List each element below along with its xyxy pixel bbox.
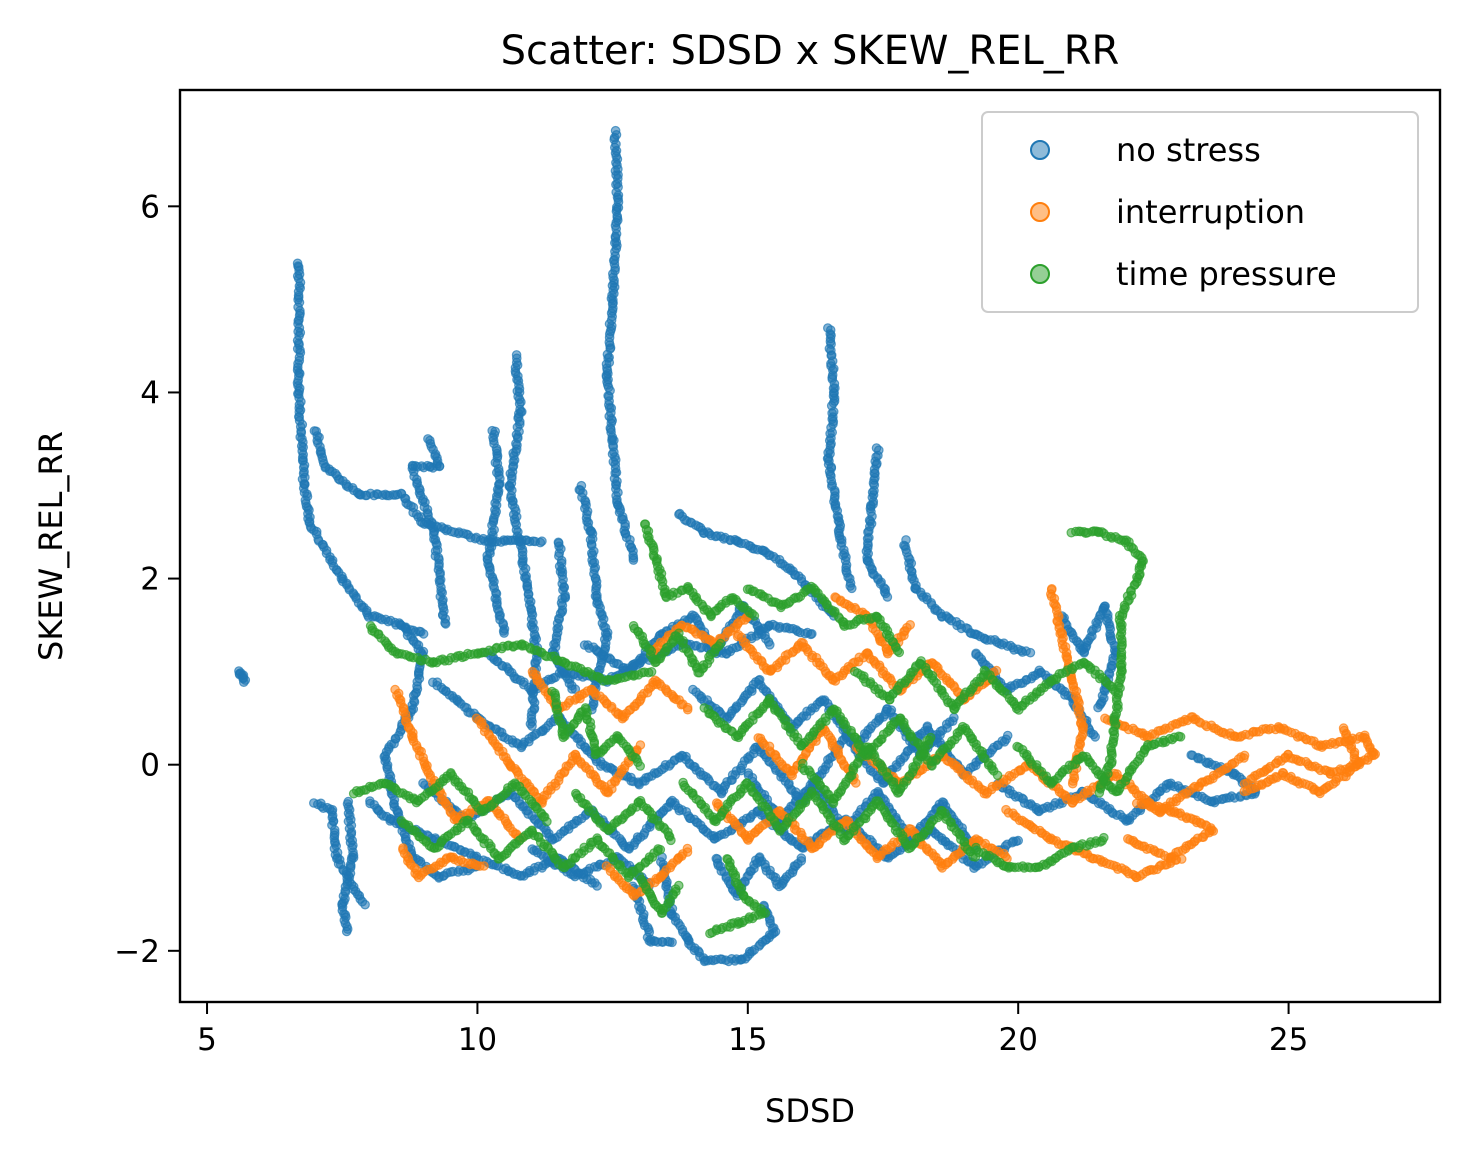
data-point	[1186, 750, 1196, 760]
data-point	[360, 899, 370, 910]
data-point	[499, 628, 509, 638]
data-point	[341, 926, 352, 937]
data-point	[749, 611, 760, 621]
data-point	[764, 639, 775, 650]
data-point	[646, 666, 657, 677]
plot-area	[234, 125, 1380, 967]
data-point	[592, 881, 602, 891]
data-point	[682, 704, 693, 715]
data-point	[655, 844, 666, 855]
series-no-stress	[234, 125, 1261, 967]
points-layer	[234, 125, 1380, 967]
data-point	[1002, 730, 1013, 741]
data-point	[479, 861, 489, 871]
data-point	[1239, 750, 1250, 761]
data-point	[1176, 854, 1187, 864]
data-point	[1131, 798, 1142, 809]
data-point	[882, 592, 893, 602]
data-point	[1338, 723, 1349, 733]
data-point	[1013, 835, 1023, 846]
data-point	[537, 536, 547, 546]
data-point	[806, 628, 817, 639]
data-point	[542, 816, 552, 827]
data-point	[1025, 647, 1036, 658]
data-point	[905, 619, 915, 630]
data-point	[440, 619, 451, 629]
data-point	[635, 740, 646, 750]
data-point	[234, 666, 244, 676]
data-point	[1067, 778, 1078, 789]
data-point	[628, 555, 639, 565]
data-point	[1090, 732, 1100, 742]
data-point	[682, 843, 693, 854]
data-point	[635, 761, 645, 771]
data-point	[418, 629, 429, 639]
data-point	[949, 712, 959, 723]
data-point	[527, 721, 537, 731]
chart-title: Scatter: SDSD x SKEW_REL_RR	[501, 28, 1120, 74]
data-point	[846, 583, 857, 594]
data-point	[667, 937, 677, 948]
data-point	[715, 638, 726, 649]
data-point	[1093, 702, 1103, 713]
data-point	[796, 853, 807, 863]
